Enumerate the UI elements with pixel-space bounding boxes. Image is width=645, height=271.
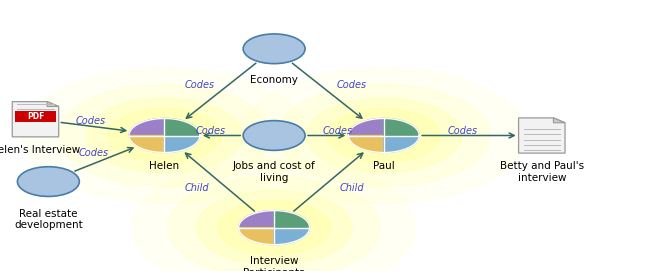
Polygon shape <box>274 211 310 228</box>
Text: Child: Child <box>184 183 209 193</box>
Text: Helen: Helen <box>150 161 179 171</box>
Text: Codes: Codes <box>322 127 352 136</box>
Polygon shape <box>239 211 274 228</box>
Ellipse shape <box>23 67 306 204</box>
Text: Interview
Participants: Interview Participants <box>243 256 305 271</box>
Polygon shape <box>12 102 59 137</box>
Polygon shape <box>239 228 274 245</box>
Text: Helen's Interview: Helen's Interview <box>0 145 81 155</box>
Text: Codes: Codes <box>337 80 366 90</box>
Text: Economy: Economy <box>250 75 298 85</box>
Text: Real estate
development: Real estate development <box>14 209 83 230</box>
Ellipse shape <box>196 190 352 265</box>
Text: Child: Child <box>339 183 364 193</box>
Ellipse shape <box>327 108 441 163</box>
Text: Codes: Codes <box>448 127 477 136</box>
Text: Jobs and cost of
living: Jobs and cost of living <box>233 161 315 183</box>
Text: PDF: PDF <box>27 112 44 121</box>
Polygon shape <box>129 136 164 153</box>
Text: Codes: Codes <box>185 80 215 90</box>
Polygon shape <box>164 118 200 136</box>
Text: Codes: Codes <box>75 116 105 125</box>
Polygon shape <box>47 102 59 107</box>
Ellipse shape <box>132 160 416 271</box>
Polygon shape <box>274 228 310 245</box>
Polygon shape <box>519 118 565 153</box>
Text: Paul: Paul <box>373 161 395 171</box>
Ellipse shape <box>277 84 490 187</box>
Ellipse shape <box>58 84 271 187</box>
Polygon shape <box>348 136 384 153</box>
Ellipse shape <box>306 98 462 173</box>
Polygon shape <box>553 118 565 123</box>
Polygon shape <box>164 136 200 153</box>
Ellipse shape <box>108 108 221 163</box>
Text: Codes: Codes <box>196 127 226 136</box>
Polygon shape <box>384 136 419 153</box>
Polygon shape <box>348 118 384 136</box>
Ellipse shape <box>17 167 79 196</box>
Text: Betty and Paul's
interview: Betty and Paul's interview <box>500 161 584 183</box>
Ellipse shape <box>168 176 381 271</box>
Text: Codes: Codes <box>79 148 108 158</box>
FancyBboxPatch shape <box>15 111 56 122</box>
Ellipse shape <box>86 98 243 173</box>
Polygon shape <box>129 118 164 136</box>
Ellipse shape <box>242 67 526 204</box>
Ellipse shape <box>243 34 305 64</box>
Ellipse shape <box>243 121 305 150</box>
Polygon shape <box>384 118 419 136</box>
Ellipse shape <box>217 200 331 255</box>
